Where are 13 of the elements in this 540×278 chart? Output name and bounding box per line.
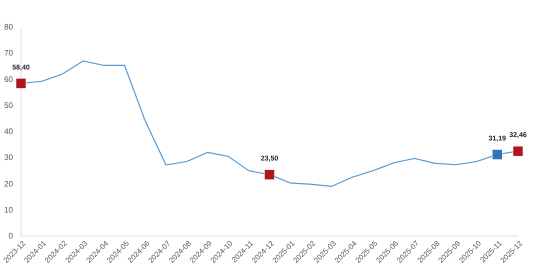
y-tick-label: 20 xyxy=(4,179,14,188)
y-tick-label: 0 xyxy=(8,232,14,241)
y-tick-label: 50 xyxy=(4,100,14,110)
y-tick-label: 10 xyxy=(4,205,14,214)
y-tick-label: 80 xyxy=(4,22,14,32)
y-tick-label: 40 xyxy=(4,127,14,136)
point xyxy=(16,78,26,89)
point xyxy=(264,169,275,180)
point xyxy=(492,149,503,160)
y-tick-label: 30 xyxy=(4,153,14,162)
y-tick-label: 70 xyxy=(4,48,14,58)
y-tick-label: 60 xyxy=(4,74,14,84)
point xyxy=(512,146,524,156)
